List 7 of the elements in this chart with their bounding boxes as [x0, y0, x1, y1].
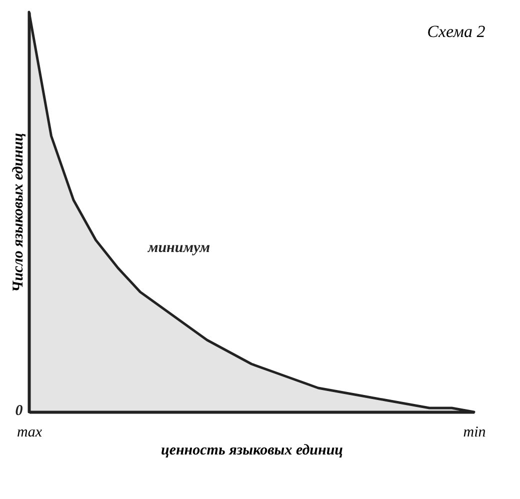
x-axis-title: ценность языковых единиц [160, 442, 344, 458]
text: 0 [15, 403, 24, 419]
x-tick-label: min [463, 424, 486, 440]
y-axis-title: Число языковых единиц [10, 132, 26, 292]
annotation: минимум [146, 240, 210, 256]
text: Схема 2 [427, 22, 486, 41]
x-tick-label: max [17, 424, 42, 440]
